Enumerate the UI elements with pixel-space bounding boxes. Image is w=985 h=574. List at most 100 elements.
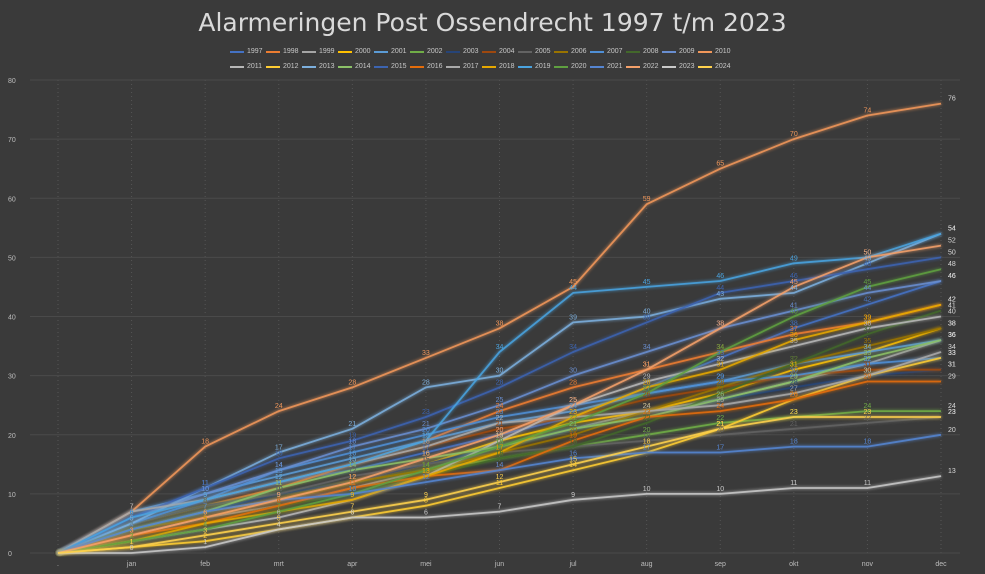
data-label: 24 (643, 403, 651, 410)
legend-swatch (662, 65, 676, 68)
data-label: 44 (716, 285, 724, 292)
data-label: 13 (422, 468, 430, 475)
x-tick-label: mrt (274, 561, 284, 568)
data-label: 32 (790, 356, 798, 363)
data-label: 5 (203, 515, 207, 522)
legend-label: 2022 (643, 63, 659, 70)
data-label: 4 (130, 521, 134, 528)
legend-label: 2016 (427, 63, 443, 70)
legend-swatch (374, 65, 388, 68)
data-label: 7 (130, 504, 134, 511)
data-label: 21 (569, 421, 577, 428)
data-label: 23 (569, 409, 577, 416)
data-label: 7 (203, 504, 207, 511)
data-label: 9 (203, 492, 207, 499)
data-label: 12 (348, 474, 356, 481)
data-label: 9 (203, 492, 207, 499)
data-label: 14 (348, 462, 356, 469)
legend-swatch (662, 50, 676, 53)
data-label: 49 (790, 255, 798, 262)
data-label: 9 (424, 492, 428, 499)
data-label: 3 (130, 527, 134, 534)
data-label: 20 (643, 427, 651, 434)
data-label: 22 (643, 415, 651, 422)
data-label: 38 (948, 320, 956, 327)
data-label: 19 (422, 433, 430, 440)
data-label: 31 (716, 362, 724, 369)
data-label: 4 (277, 521, 281, 528)
data-label: 6 (350, 510, 354, 517)
data-label: 38 (790, 320, 798, 327)
legend-item: 2002 (410, 48, 446, 55)
data-label: 5 (277, 515, 281, 522)
data-label: 45 (643, 279, 651, 286)
data-label: 23 (422, 409, 430, 416)
data-label: 8 (277, 498, 281, 505)
data-label: 18 (422, 439, 430, 446)
data-label: 8 (424, 498, 428, 505)
y-tick-label: 0 (8, 551, 12, 558)
x-tick-label: dec (935, 561, 947, 568)
data-label: 35 (864, 338, 872, 345)
data-label: 21 (716, 421, 724, 428)
data-label: 23 (790, 409, 798, 416)
legend-label: 2006 (571, 48, 587, 55)
legend-item: 2008 (626, 48, 662, 55)
legend-label: 2010 (715, 48, 731, 55)
legend-row: 1997 1998 1999 2000 2001 2002 2003 2004 2005 2006… (230, 44, 770, 59)
data-label: 12 (422, 474, 430, 481)
data-label: 38 (948, 320, 956, 327)
legend-swatch (338, 50, 352, 53)
data-label: 36 (948, 332, 956, 339)
data-label: 32 (790, 356, 798, 363)
data-label: 33 (948, 350, 956, 357)
legend-item: 2004 (482, 48, 518, 55)
data-label: 30 (864, 368, 872, 375)
data-label: 19 (643, 433, 651, 440)
data-label: 19 (496, 433, 504, 440)
data-label: 13 (348, 468, 356, 475)
y-tick-label: 50 (8, 255, 16, 262)
data-label: 30 (790, 368, 798, 375)
data-label: 7 (277, 504, 281, 511)
data-label: 8 (277, 498, 281, 505)
data-label: 9 (277, 492, 281, 499)
data-label: 35 (790, 338, 798, 345)
series-line-2019 (57, 232, 942, 554)
data-label: 25 (569, 397, 577, 404)
data-label: 28 (643, 379, 651, 386)
data-label: 70 (790, 131, 798, 138)
data-label: 6 (130, 510, 134, 517)
data-label: 24 (569, 403, 577, 410)
legend-label: 2017 (463, 63, 479, 70)
data-label: 29 (716, 374, 724, 381)
data-label: 17 (643, 444, 651, 451)
data-label: 43 (716, 291, 724, 298)
x-tick-label: feb (200, 561, 210, 568)
data-label: 8 (203, 498, 207, 505)
data-label: 23 (643, 409, 651, 416)
data-label: 5 (130, 515, 134, 522)
legend-label: 2013 (319, 63, 335, 70)
data-label: 38 (716, 320, 724, 327)
data-label: 6 (350, 510, 354, 517)
data-label: 28 (643, 379, 651, 386)
data-label: 50 (948, 249, 956, 256)
data-label: 11 (864, 480, 871, 487)
data-label: 26 (790, 391, 798, 398)
data-label: 27 (643, 385, 651, 392)
data-label: 13 (422, 468, 430, 475)
data-label: 15 (348, 456, 356, 463)
data-label: 6 (130, 510, 134, 517)
data-label: 17 (496, 444, 504, 451)
data-label: 42 (948, 297, 956, 304)
data-label: 24 (716, 403, 724, 410)
x-tick-label: apr (347, 561, 358, 568)
data-label: 31 (643, 362, 651, 369)
data-label: 39 (864, 314, 872, 321)
data-label: 49 (864, 255, 872, 262)
data-label: 4 (203, 521, 207, 528)
legend-item: 2024 (698, 63, 734, 70)
data-label: 36 (790, 332, 798, 339)
